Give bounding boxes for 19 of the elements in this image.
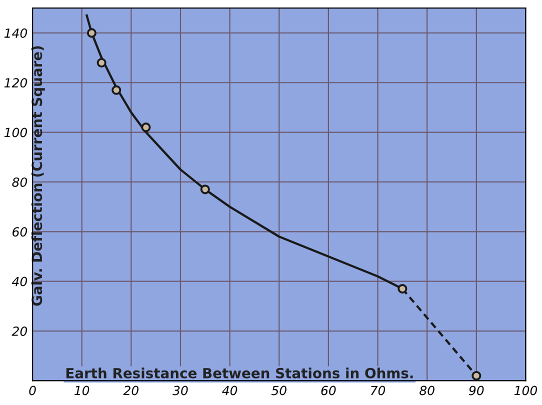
x-tick-label: 50 <box>271 386 286 396</box>
y-tick-label: 60 <box>12 227 28 237</box>
y-tick-label: 80 <box>12 177 28 187</box>
y-tick-label: 40 <box>12 276 28 286</box>
x-tick-label: 20 <box>123 386 138 396</box>
x-tick-label: 60 <box>321 386 336 396</box>
y-tick-label: 120 <box>4 78 28 88</box>
x-tick-label: 70 <box>370 386 386 396</box>
x-tick-label: 10 <box>74 386 90 396</box>
x-tick-label: 30 <box>172 386 188 396</box>
x-tick-label: 40 <box>222 386 238 396</box>
y-tick-label: 20 <box>12 326 28 336</box>
x-tick-label: 90 <box>469 386 484 396</box>
y-tick-label: 140 <box>4 28 28 38</box>
y-tick-label: 100 <box>4 128 28 138</box>
x-axis-title: Earth Resistance Between Stations in Ohms. <box>66 368 413 378</box>
x-tick-label: 100 <box>514 386 538 396</box>
x-tick-label: 0 <box>29 386 36 396</box>
x-tick-label: 80 <box>420 386 434 396</box>
